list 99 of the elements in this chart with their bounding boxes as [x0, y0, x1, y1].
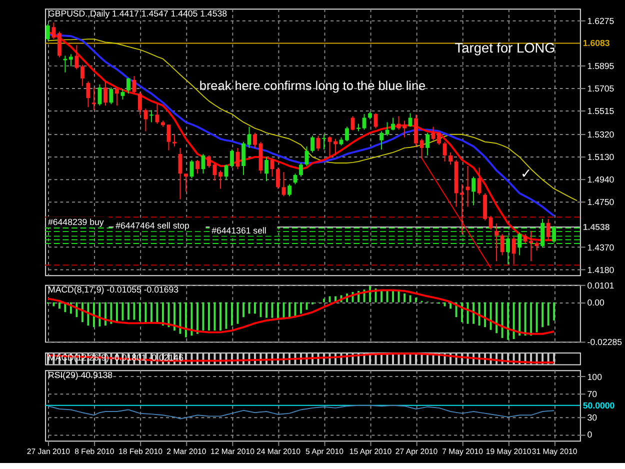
x-tick-label: 8 Feb 2010	[74, 446, 115, 456]
ref-line-label: #6447464 sell stop	[116, 220, 190, 231]
candlestick	[402, 120, 406, 138]
candlestick	[46, 23, 50, 42]
candlestick	[299, 162, 303, 178]
candlestick	[80, 64, 84, 86]
x-tick-label: 2 Mar 2010	[166, 446, 207, 456]
annotation: break here confirms long to the blue line	[199, 78, 426, 93]
candlestick	[242, 141, 246, 176]
x-tick-label: 27 Apr 2010	[395, 446, 438, 456]
y-tick-label: -0.02285	[587, 337, 622, 348]
candlestick	[437, 132, 441, 146]
candlestick	[253, 132, 257, 148]
candlestick	[196, 159, 200, 174]
y-tick-label: 1.5515	[587, 106, 614, 116]
chart-title: RSI(29) 40.9138	[48, 370, 113, 380]
annotation: Target for LONG	[454, 40, 556, 56]
x-tick-label: 15 Apr 2010	[349, 446, 392, 456]
candlestick	[282, 172, 286, 197]
line-series	[47, 404, 555, 420]
candlestick	[488, 215, 493, 230]
candlestick	[534, 241, 539, 252]
candlestick	[120, 88, 125, 100]
ref-line-label: 1.6083	[582, 38, 610, 48]
candlestick	[426, 132, 430, 156]
candlestick	[345, 126, 349, 142]
candlestick	[218, 170, 222, 190]
candlestick	[109, 87, 114, 105]
candlestick	[494, 222, 498, 262]
candlestick	[98, 84, 102, 106]
candlestick	[391, 117, 395, 131]
x-tick-label: 31 May 2010	[532, 446, 578, 456]
candlestick	[288, 184, 292, 197]
candlestick	[57, 31, 62, 58]
candlestick	[264, 156, 268, 182]
annotation: ✓	[520, 166, 532, 181]
candlestick	[138, 92, 142, 116]
x-tick-label: 27 Jan 2010	[26, 446, 71, 456]
candlestick	[132, 75, 136, 94]
y-tick-label: 1.5320	[587, 129, 614, 140]
candlestick	[380, 130, 384, 150]
candlestick	[126, 77, 130, 94]
candlestick	[310, 135, 314, 153]
candlestick	[546, 218, 550, 241]
y-tick-label: 1.6275	[587, 16, 614, 26]
candlestick	[448, 152, 452, 166]
candlestick	[247, 126, 252, 148]
y-tick-label: 0	[587, 430, 592, 440]
candlestick	[74, 44, 79, 70]
y-tick-label: 1.4180	[587, 265, 614, 276]
candlestick	[166, 124, 171, 151]
ref-line-label: #6448239 buy	[48, 217, 104, 228]
candlestick	[68, 54, 73, 67]
candlestick	[184, 173, 188, 192]
chart-title: MACD(8,17,9) -0.01055 -0.01693	[48, 284, 179, 295]
y-tick-label: 1.4940	[587, 174, 614, 185]
x-tick-label: 18 Feb 2010	[118, 446, 164, 456]
candlestick	[86, 80, 90, 108]
candlestick	[52, 22, 56, 40]
x-tick-label: 19 May 2010	[486, 446, 532, 456]
y-tick-label: 0.00	[587, 298, 605, 308]
candlestick	[500, 234, 504, 256]
candlestick	[362, 114, 366, 130]
y-tick-label: 1.4370	[587, 242, 614, 252]
ref-line-label: 1.4538	[582, 222, 610, 232]
candlestick	[408, 112, 412, 128]
y-tick-label: 0.0101	[587, 280, 614, 290]
y-tick-label: 1.5895	[587, 61, 614, 72]
ref-line-label: 50.0000	[582, 400, 615, 410]
y-tick-label: 1.5130	[587, 152, 614, 162]
x-tick-label: 24 Mar 2010	[256, 446, 302, 456]
candlestick	[472, 176, 476, 206]
y-tick-label: 70	[587, 389, 598, 400]
chart-title: GBPUSD.,Daily 1.4417 1.4547 1.4405 1.4538	[48, 8, 228, 18]
candlestick	[63, 55, 68, 73]
candlestick	[103, 80, 108, 106]
candlestick	[114, 87, 119, 106]
candlestick	[385, 122, 390, 136]
y-tick-label: 1.4750	[587, 197, 614, 208]
candlestick	[92, 87, 96, 111]
candlestick	[460, 184, 464, 235]
ref-line-label: #6441361 sell	[212, 225, 266, 236]
candlestick	[230, 148, 234, 168]
candlestick	[172, 134, 176, 147]
x-tick-label: 5 Apr 2010	[306, 446, 344, 456]
x-tick-label: 7 May 2010	[442, 446, 484, 456]
candlestick	[207, 154, 211, 168]
candlestick	[144, 108, 148, 132]
candlestick	[212, 162, 217, 182]
candlestick	[150, 110, 154, 123]
y-tick-label: 30	[587, 412, 598, 422]
candlestick	[512, 236, 516, 265]
candlestick	[276, 167, 280, 190]
candlestick	[322, 134, 326, 150]
y-tick-label: 100	[587, 372, 602, 382]
candlestick	[477, 167, 482, 196]
y-tick-label: 1.5705	[587, 84, 614, 94]
candlestick	[374, 112, 378, 129]
x-tick-label: 12 Mar 2010	[210, 446, 256, 456]
